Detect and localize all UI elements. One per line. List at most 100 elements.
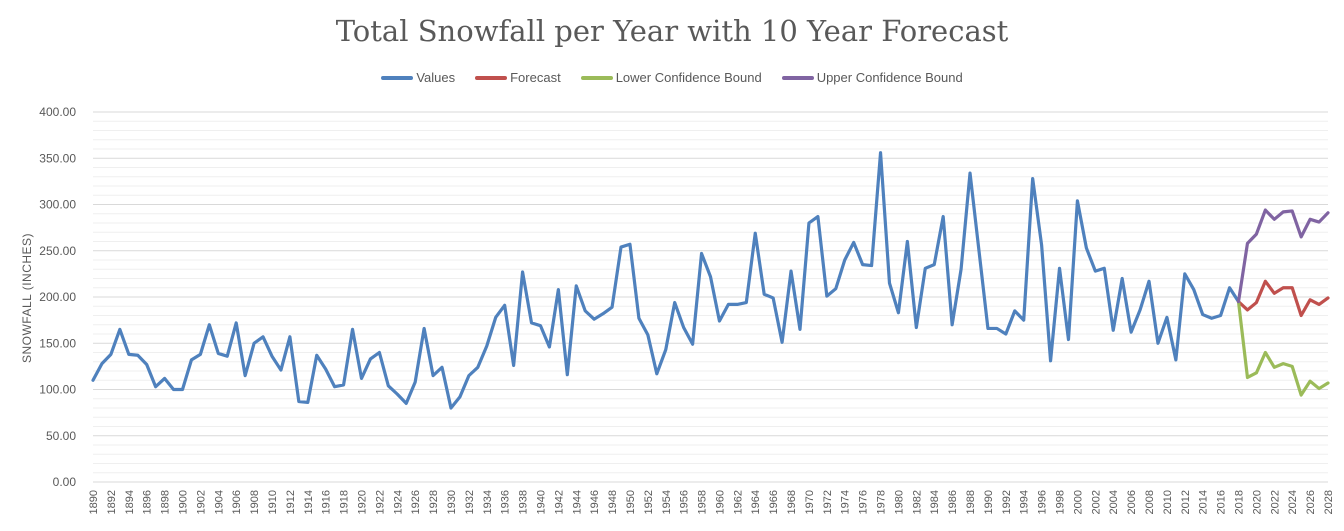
x-tick-label: 1982 — [911, 490, 923, 514]
x-tick-label: 1922 — [374, 490, 386, 514]
x-tick-label: 2028 — [1323, 490, 1335, 514]
x-tick-label: 1914 — [303, 490, 315, 514]
x-tick-label: 1990 — [983, 490, 995, 514]
x-tick-label: 1926 — [410, 490, 422, 514]
x-tick-label: 1970 — [804, 490, 816, 514]
legend-item-upper-bound: Upper Confidence Bound — [781, 70, 963, 85]
x-tick-label: 1892 — [106, 490, 118, 514]
x-tick-label: 1916 — [321, 490, 333, 514]
x-tick-label: 1948 — [607, 490, 619, 514]
legend-item-forecast: Forecast — [475, 70, 561, 85]
x-tick-label: 1968 — [786, 490, 798, 514]
x-tick-label: 1964 — [750, 490, 762, 514]
series-line-lower-confidence-bound — [1236, 300, 1330, 397]
x-tick-label: 1972 — [822, 490, 834, 514]
x-tick-label: 2002 — [1090, 490, 1102, 514]
legend-item-values: Values — [381, 70, 455, 85]
x-tick-label: 1978 — [876, 490, 888, 514]
x-tick-label: 1942 — [553, 490, 565, 514]
x-tick-label: 1950 — [625, 490, 637, 514]
legend-item-lower-bound: Lower Confidence Bound — [580, 70, 762, 85]
x-tick-label: 1924 — [392, 490, 404, 514]
x-tick-label: 1908 — [249, 490, 261, 514]
x-tick-label: 2026 — [1305, 490, 1317, 514]
x-tick-label: 1988 — [965, 490, 977, 514]
x-tick-label: 1994 — [1019, 490, 1031, 514]
legend-label-forecast: Forecast — [510, 70, 561, 85]
x-tick-label: 1894 — [124, 490, 136, 514]
x-tick-label: 1904 — [213, 490, 225, 514]
y-tick-label: 300.00 — [39, 198, 76, 212]
x-tick-label: 2020 — [1251, 490, 1263, 514]
y-tick-label: 150.00 — [39, 336, 76, 350]
legend-swatch-lower-bound — [580, 75, 613, 80]
y-tick-label: 200.00 — [39, 290, 76, 304]
x-tick-label: 1936 — [500, 490, 512, 514]
x-tick-label: 1984 — [929, 490, 941, 514]
x-tick-label: 1966 — [768, 490, 780, 514]
x-tick-label: 2014 — [1198, 490, 1210, 514]
series-line-values — [91, 151, 1241, 410]
x-tick-label: 1906 — [231, 490, 243, 514]
x-tick-label: 1934 — [482, 490, 494, 514]
x-tick-label: 1898 — [160, 490, 172, 514]
y-tick-label: 0.00 — [53, 475, 77, 489]
x-tick-label: 1940 — [535, 490, 547, 514]
legend-label-lower-bound: Lower Confidence Bound — [615, 70, 762, 85]
series-lines — [91, 151, 1330, 410]
x-tick-label: 1962 — [732, 490, 744, 514]
y-tick-label: 250.00 — [39, 244, 76, 258]
x-tick-label: 2018 — [1234, 490, 1246, 514]
x-tick-label: 2006 — [1126, 490, 1138, 514]
x-tick-label: 1910 — [267, 490, 279, 514]
x-tick-label: 1956 — [679, 490, 691, 514]
x-tick-label: 1890 — [88, 490, 100, 514]
series-line-upper-confidence-bound — [1236, 208, 1330, 304]
x-tick-label: 2022 — [1269, 490, 1281, 514]
x-tick-label: 1918 — [339, 490, 351, 514]
x-tick-label: 1928 — [428, 490, 440, 514]
x-tick-label: 1920 — [356, 490, 368, 514]
legend: Values Forecast Lower Confidence Bound U… — [0, 70, 1344, 85]
chart-title: Total Snowfall per Year with 10 Year For… — [335, 14, 1009, 48]
x-tick-label: 1960 — [714, 490, 726, 514]
y-tick-labels: 0.00 50.00 100.00 150.00 200.00 250.00 300.00 3… — [39, 105, 76, 489]
x-tick-label: 1930 — [446, 490, 458, 514]
x-tick-label: 1946 — [589, 490, 601, 514]
series-line-forecast — [1236, 279, 1330, 318]
x-tick-label: 2024 — [1287, 490, 1299, 514]
x-tick-label: 1986 — [947, 490, 959, 514]
x-tick-label: 1932 — [464, 490, 476, 514]
x-tick-label: 1952 — [643, 490, 655, 514]
legend-label-upper-bound: Upper Confidence Bound — [816, 70, 963, 85]
legend-label-values: Values — [416, 70, 456, 85]
x-tick-label: 2008 — [1144, 490, 1156, 514]
y-tick-label: 100.00 — [39, 383, 76, 397]
x-tick-label: 2016 — [1216, 490, 1228, 514]
legend-swatch-upper-bound — [781, 75, 814, 80]
y-tick-label: 400.00 — [39, 105, 76, 119]
x-tick-label: 1938 — [518, 490, 530, 514]
x-tick-label: 1900 — [177, 490, 189, 514]
x-tick-label: 2012 — [1180, 490, 1192, 514]
x-tick-label: 1976 — [858, 490, 870, 514]
x-tick-label: 2000 — [1072, 490, 1084, 514]
x-tick-label: 1996 — [1037, 490, 1049, 514]
x-tick-label: 1992 — [1001, 490, 1013, 514]
legend-swatch-values — [381, 75, 414, 80]
y-tick-label: 50.00 — [46, 429, 76, 443]
legend-swatch-forecast — [475, 75, 508, 80]
x-tick-label: 1954 — [661, 490, 673, 514]
x-tick-label: 1912 — [285, 490, 297, 514]
x-tick-label: 2010 — [1162, 490, 1174, 514]
gridlines — [93, 111, 1328, 483]
x-tick-label: 1980 — [893, 490, 905, 514]
y-tick-label: 350.00 — [39, 151, 76, 165]
x-tick-label: 1902 — [195, 490, 207, 514]
x-tick-labels: 1890 1892 1894 1896 1898 1900 1902 1904 1906 1908… — [88, 490, 1335, 514]
x-tick-label: 2004 — [1108, 490, 1120, 514]
x-tick-label: 1944 — [571, 490, 583, 514]
x-tick-label: 1998 — [1055, 490, 1067, 514]
x-tick-label: 1974 — [840, 490, 852, 514]
